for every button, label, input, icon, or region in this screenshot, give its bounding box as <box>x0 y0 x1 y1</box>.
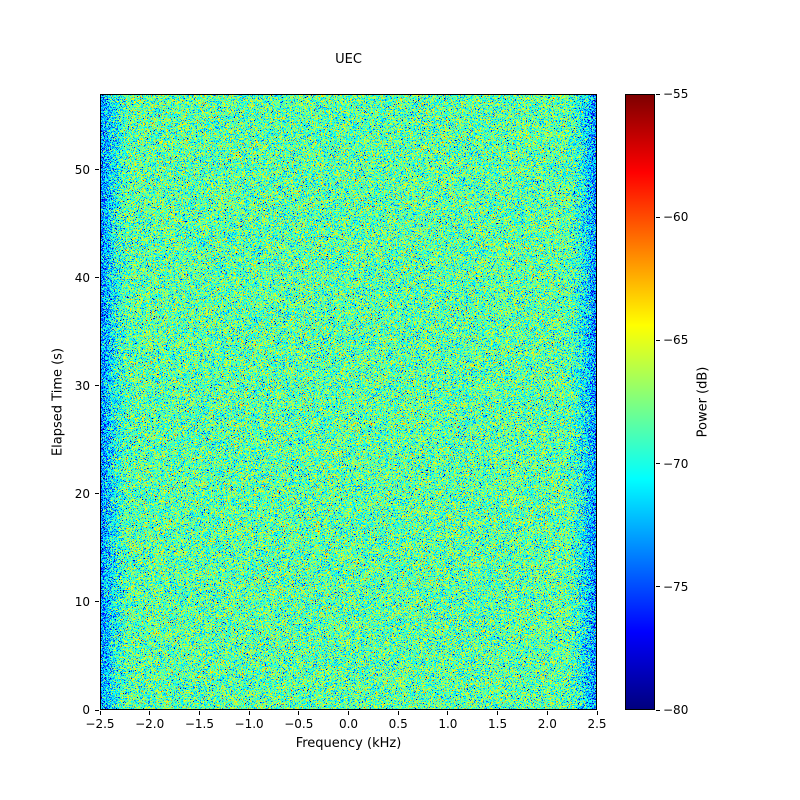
x-tick-label: 2.0 <box>537 717 557 731</box>
x-tick-label: −1.0 <box>234 717 264 731</box>
y-tick-mark <box>95 493 99 495</box>
spectrogram-canvas <box>101 95 596 709</box>
x-tick-label: −0.5 <box>284 717 314 731</box>
y-tick-label: 30 <box>74 378 90 393</box>
x-tick-label: 1.5 <box>488 717 508 731</box>
y-tick-label: 0 <box>82 703 90 717</box>
colorbar-tick-label: −75 <box>663 579 689 594</box>
y-tick-mark <box>95 385 99 387</box>
colorbar-tick-label: −70 <box>663 456 689 471</box>
x-tick-mark <box>596 711 598 715</box>
y-tick-mark <box>95 277 99 279</box>
y-axis-label: Elapsed Time (s) <box>50 347 66 457</box>
x-tick-mark <box>298 711 300 715</box>
y-tick-mark <box>95 601 99 603</box>
x-tick-mark <box>248 711 250 715</box>
x-axis-label: Frequency (kHz) <box>295 736 402 751</box>
colorbar-tick-label: −65 <box>663 333 689 348</box>
x-tick-label: 0.0 <box>338 717 359 731</box>
x-tick-mark <box>348 711 349 715</box>
colorbar-tick-mark <box>656 586 660 588</box>
spectrogram-plot <box>100 94 597 710</box>
x-tick-label: 0.5 <box>388 717 408 731</box>
colorbar-tick-label: −55 <box>663 87 689 101</box>
x-tick-mark <box>149 711 151 715</box>
x-tick-mark <box>447 711 449 715</box>
colorbar-tick-mark <box>656 339 660 341</box>
colorbar-tick-label: −80 <box>663 703 689 717</box>
y-tick-label: 20 <box>74 486 90 501</box>
colorbar-tick-mark <box>656 93 660 95</box>
colorbar-tick-mark <box>656 463 660 465</box>
colorbar <box>625 94 655 710</box>
x-tick-mark <box>198 711 200 715</box>
x-tick-label: 1.0 <box>438 717 458 731</box>
x-tick-mark <box>546 711 548 715</box>
y-tick-mark <box>95 709 99 711</box>
y-tick-label: 50 <box>74 162 90 177</box>
x-tick-mark <box>397 711 399 715</box>
x-tick-label: −1.5 <box>184 717 214 731</box>
x-tick-mark <box>99 711 101 715</box>
x-tick-label: 2.5 <box>587 717 607 731</box>
colorbar-tick-mark <box>656 709 660 711</box>
colorbar-tick-mark <box>656 216 660 218</box>
x-tick-label: −2.0 <box>135 717 165 731</box>
y-tick-label: 10 <box>74 594 90 609</box>
colorbar-tick-label: −60 <box>663 210 689 225</box>
y-tick-label: 40 <box>74 270 90 285</box>
x-tick-label: −2.5 <box>85 717 115 731</box>
colorbar-gradient <box>626 95 654 709</box>
chart-title: UEC <box>335 52 362 67</box>
x-tick-mark <box>497 711 499 715</box>
colorbar-label: Power (dB) <box>695 366 711 438</box>
y-tick-mark <box>95 169 99 171</box>
